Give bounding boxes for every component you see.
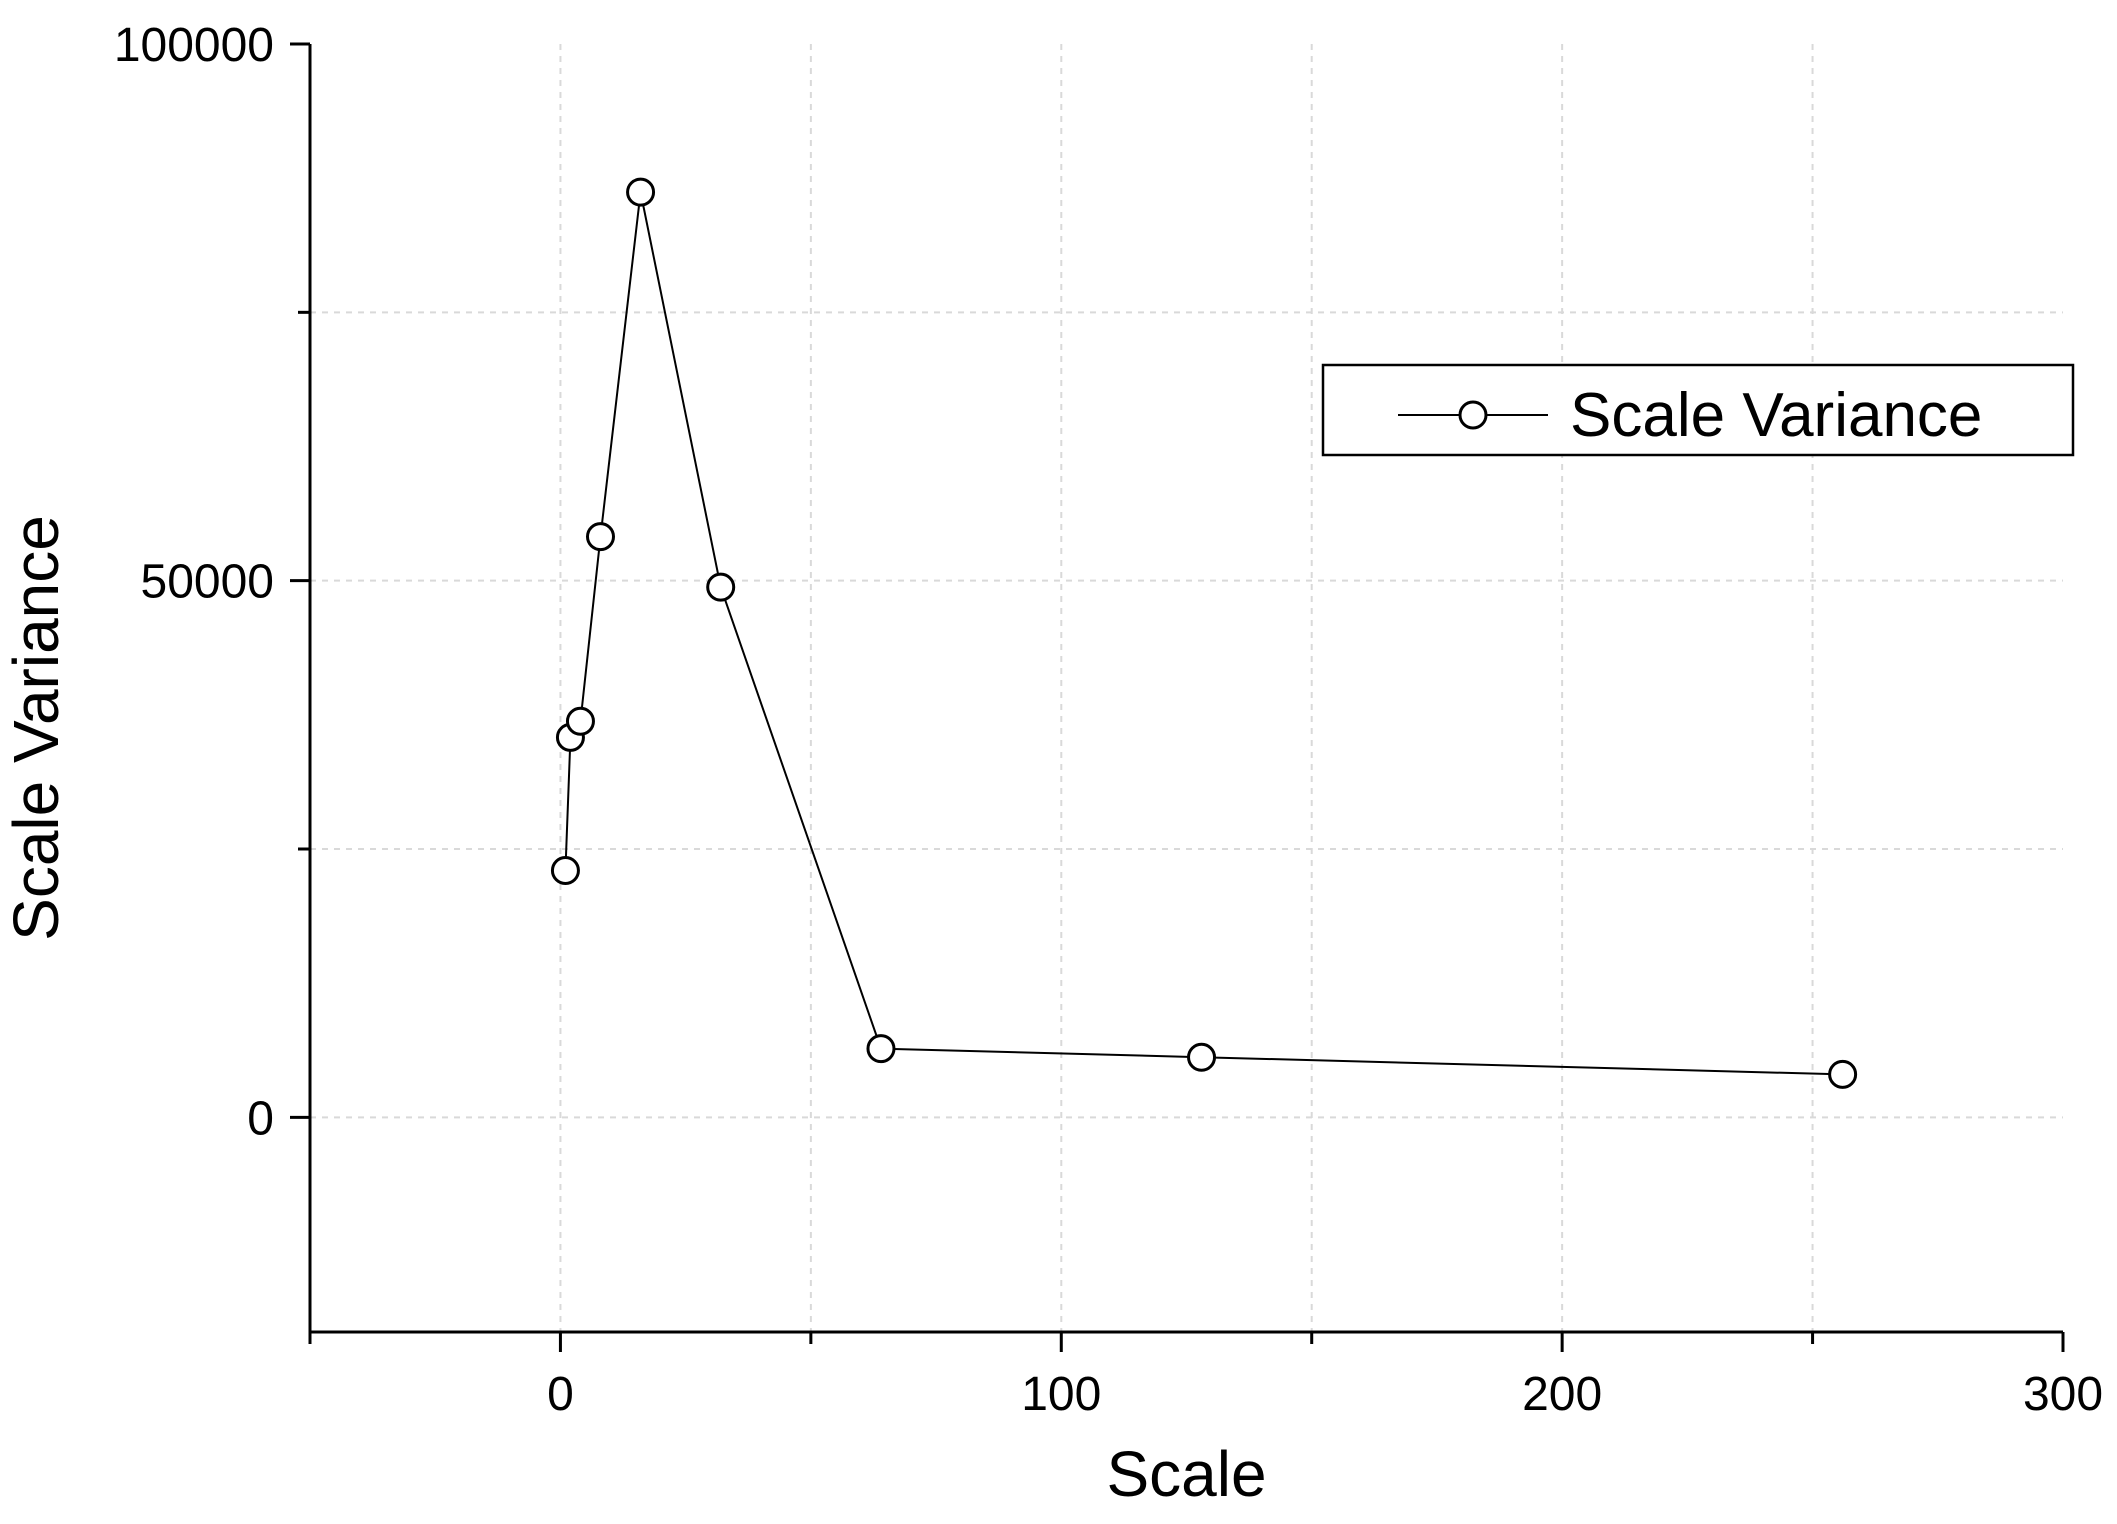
data-point [565,706,595,736]
legend-marker [1458,400,1488,430]
data-point [1187,1042,1217,1072]
ticks: 0 100 200 300 0 50000 100000 [114,19,2103,1421]
x-tick-label: 0 [547,1368,574,1421]
series-layer [550,177,1858,1089]
legend-label: Scale Variance [1570,381,1982,450]
data-point [626,177,656,207]
x-tick-label: 200 [1522,1368,1602,1421]
series-line [564,191,1843,1076]
data-point [706,572,736,602]
x-tick-label: 100 [1021,1368,1101,1421]
data-point [585,522,615,552]
y-tick-label: 100000 [114,19,274,72]
y-tick-label: 50000 [141,556,274,609]
y-tick-label: 0 [247,1092,274,1145]
data-point [866,1034,896,1064]
x-axis-title: Scale [1106,1438,1266,1510]
axes [308,44,2063,1334]
data-point [550,855,580,885]
grid [310,44,2063,1332]
legend-box [1321,363,2075,457]
data-point [1828,1059,1858,1089]
legend: Scale Variance [1321,363,2075,457]
x-tick-label: 300 [2023,1368,2103,1421]
y-axis-title: Scale Variance [0,515,72,941]
